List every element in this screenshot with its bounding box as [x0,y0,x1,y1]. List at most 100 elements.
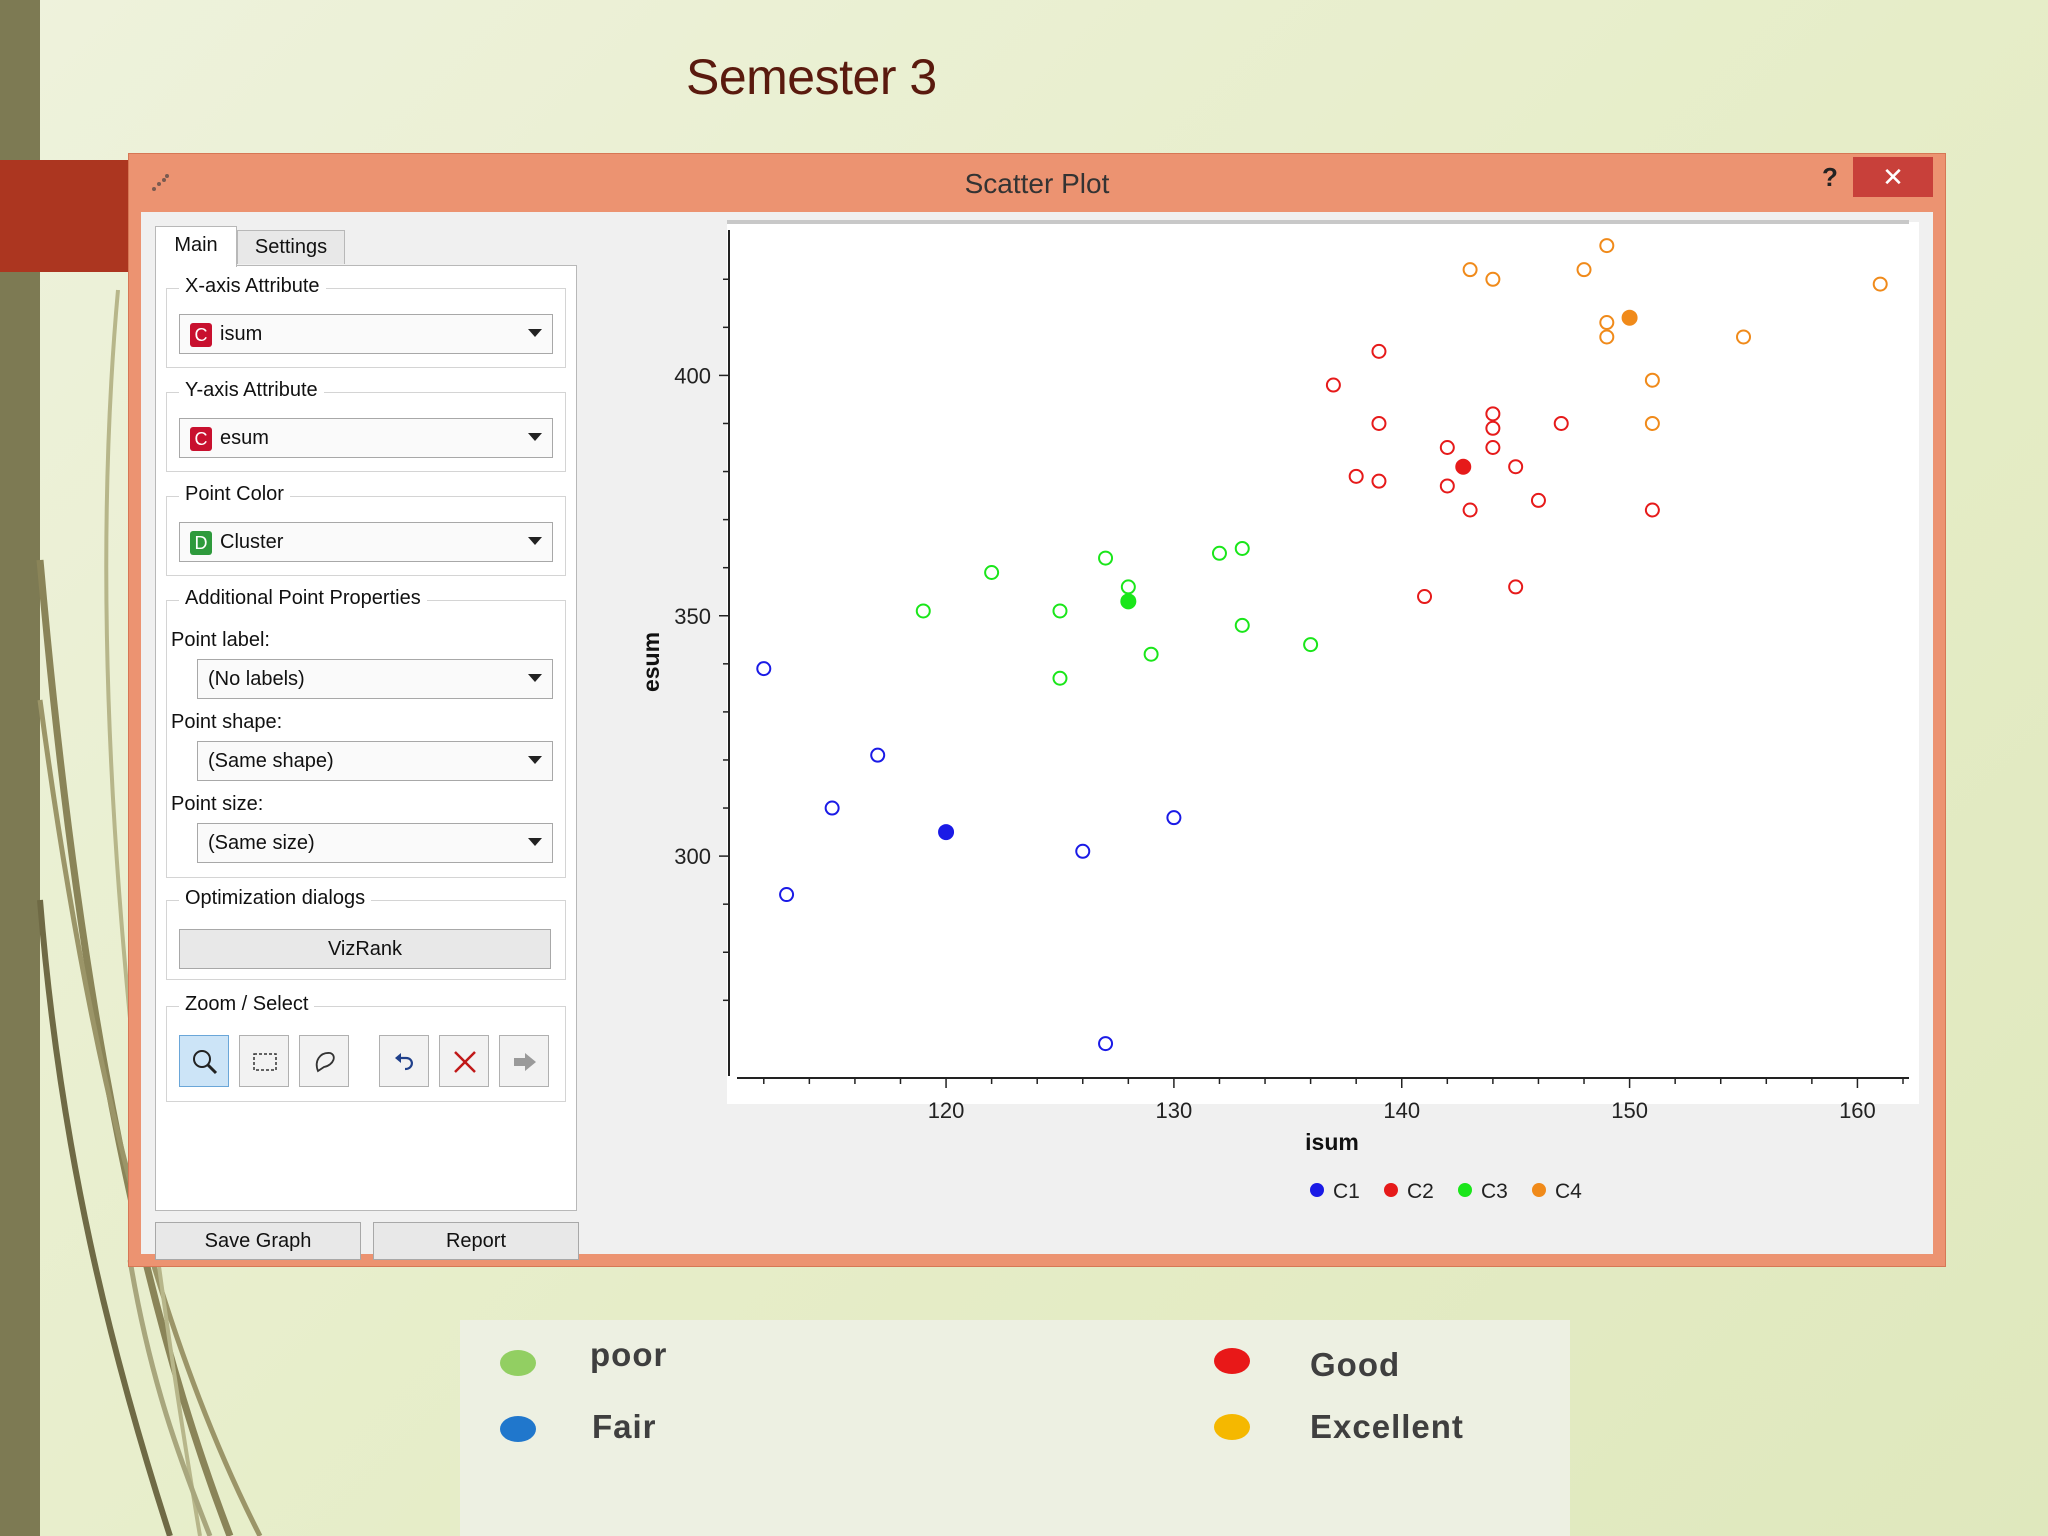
chevron-down-icon [528,674,542,682]
point-c3[interactable] [1120,593,1137,610]
point-c2[interactable] [1348,468,1364,484]
point-c3[interactable] [1211,545,1227,561]
point-shape-caption: Point shape: [171,711,283,733]
grass-decoration [36,289,263,1536]
report-button[interactable]: Report [373,1222,579,1260]
legend-good-label: Good [1310,1346,1401,1383]
point-c2[interactable] [1553,415,1569,431]
point-c2[interactable] [1417,589,1433,605]
point-c4[interactable] [1599,315,1615,331]
point-c3[interactable] [1052,670,1068,686]
chart-legend: C1 C2 C3 C4 [1310,1180,1582,1203]
point-c2[interactable] [1439,478,1455,494]
send-data-button[interactable] [499,1035,549,1087]
point-c2[interactable] [1325,377,1341,393]
point-color-group-title: Point Color [179,483,290,506]
point-c2[interactable] [1439,440,1455,456]
point-c1[interactable] [1075,843,1091,859]
point-c2[interactable] [1455,458,1472,475]
point-c4[interactable] [1599,238,1615,254]
point-c4[interactable] [1644,372,1660,388]
legend-excellent-dot [1214,1414,1250,1440]
point-c3[interactable] [1303,637,1319,653]
scatter-app-icon [149,172,171,194]
point-c2[interactable] [1508,579,1524,595]
point-c4[interactable] [1872,276,1888,292]
point-c1[interactable] [824,800,840,816]
legend-dot-c3 [1458,1183,1472,1197]
x-axis: 120 130 140 150 160 [737,1077,1909,1123]
point-c3[interactable] [1143,646,1159,662]
point-c3[interactable] [1234,540,1250,556]
point-c2[interactable] [1371,343,1387,359]
lasso-select-icon [315,1052,335,1073]
legend-label-c4: C4 [1555,1180,1582,1203]
lasso-select-tool-button[interactable] [299,1035,349,1087]
point-label-combo[interactable]: (No labels) [197,659,553,699]
zoom-icon [193,1050,218,1075]
point-color-combo[interactable]: D Cluster [179,522,553,562]
point-c3[interactable] [1052,603,1068,619]
point-c4[interactable] [1644,415,1660,431]
point-c4[interactable] [1485,271,1501,287]
y-tick-label: 400 [674,363,711,388]
point-c4[interactable] [1621,309,1638,326]
point-c4[interactable] [1736,329,1752,345]
zoom-tool-button[interactable] [179,1035,229,1087]
point-c2[interactable] [1462,502,1478,518]
point-size-value: (Same size) [208,832,315,854]
point-c2[interactable] [1530,492,1546,508]
point-c3[interactable] [915,603,931,619]
y-axis-combo[interactable]: C esum [179,418,553,458]
point-c1[interactable] [1098,1036,1114,1052]
point-shape-combo[interactable]: (Same shape) [197,741,553,781]
legend-fair-label: Fair [592,1408,657,1445]
point-c2[interactable] [1485,420,1501,436]
chevron-down-icon [528,329,542,337]
chevron-down-icon [528,756,542,764]
point-c2[interactable] [1508,459,1524,475]
tab-settings[interactable]: Settings [237,230,345,264]
point-c4[interactable] [1599,329,1615,345]
point-c3[interactable] [1098,550,1114,566]
point-size-combo[interactable]: (Same size) [197,823,553,863]
point-c2[interactable] [1371,473,1387,489]
tab-main[interactable]: Main [155,226,237,267]
undo-button[interactable] [379,1035,429,1087]
close-button[interactable]: ✕ [1853,157,1933,197]
point-c3[interactable] [1234,617,1250,633]
point-c3[interactable] [984,564,1000,580]
point-c1[interactable] [1166,810,1182,826]
point-label-value: (No labels) [208,668,305,690]
x-axis-combo[interactable]: C isum [179,314,553,354]
legend-dot-c2 [1384,1183,1398,1197]
legend-poor-label: poor [590,1336,668,1373]
help-button[interactable]: ? [1822,162,1838,192]
legend-label-c3: C3 [1481,1180,1508,1203]
point-c1[interactable] [756,661,772,677]
title-bar[interactable]: Scatter Plot ? ✕ [129,154,1945,212]
save-graph-button[interactable]: Save Graph [155,1222,361,1260]
y-axis-group: Y-axis Attribute C esum [166,379,566,472]
point-c4[interactable] [1462,262,1478,278]
point-c2[interactable] [1371,415,1387,431]
point-color-group: Point Color D Cluster [166,483,566,576]
x-tick-label: 140 [1383,1098,1420,1123]
point-c2[interactable] [1485,440,1501,456]
legend-label-c2: C2 [1407,1180,1434,1203]
point-c4[interactable] [1576,262,1592,278]
point-c1[interactable] [938,824,955,841]
clear-selection-button[interactable] [439,1035,489,1087]
point-c1[interactable] [779,887,795,903]
point-c2[interactable] [1485,406,1501,422]
chevron-down-icon [528,433,542,441]
legend-excellent-label: Excellent [1310,1408,1464,1445]
rect-select-tool-button[interactable] [239,1035,289,1087]
optimization-group-title: Optimization dialogs [179,887,372,910]
point-c1[interactable] [870,747,886,763]
x-tick-label: 160 [1839,1098,1876,1123]
zoom-select-group-title: Zoom / Select [179,993,315,1016]
scatter-plot[interactable]: 300 350 400 120 130 140 150 160 isum esum C1 C2… [587,212,1933,1254]
point-c2[interactable] [1644,502,1660,518]
vizrank-button[interactable]: VizRank [179,929,551,969]
